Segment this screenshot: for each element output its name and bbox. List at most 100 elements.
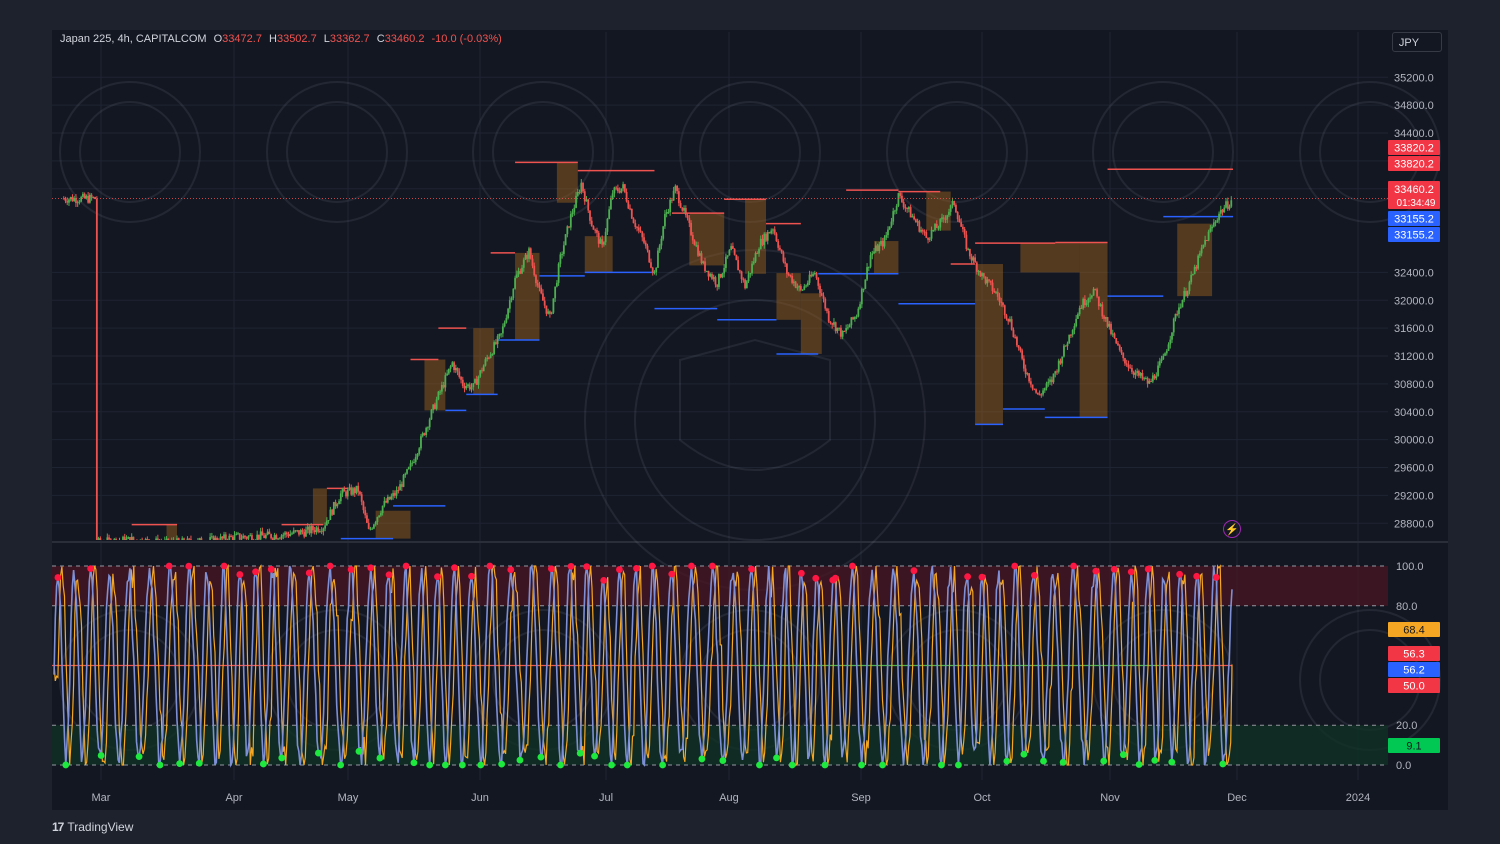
- bear-candle: [270, 534, 273, 539]
- bear-candle: [385, 500, 388, 503]
- bear-candle: [1195, 266, 1198, 269]
- osc-buy-dot: [537, 753, 545, 761]
- bull-candle: [712, 277, 715, 279]
- bull-candle: [428, 419, 431, 428]
- bull-candle: [1026, 373, 1029, 375]
- osc-sell-dot: [468, 572, 475, 580]
- bull-candle: [622, 184, 625, 189]
- bull-candle: [416, 453, 419, 458]
- change-value: -10.0 (-0.03%): [431, 33, 502, 45]
- osc-buy-dot: [821, 761, 829, 769]
- bear-candle: [230, 535, 232, 537]
- bull-candle: [194, 545, 196, 547]
- osc-buy-dot: [1219, 760, 1227, 768]
- bear-candle: [822, 295, 825, 299]
- close-value: 33460.2: [384, 33, 425, 45]
- bear-candle: [982, 273, 985, 277]
- bull-candle: [421, 433, 424, 437]
- bull-candle: [887, 229, 889, 236]
- bear-candle: [1028, 373, 1031, 382]
- bear-candle: [817, 277, 820, 286]
- bear-candle: [716, 284, 719, 287]
- time-axis-tick: Jun: [471, 792, 489, 804]
- bull-candle: [1202, 244, 1205, 248]
- badge-osc-mid: 50.0: [1403, 681, 1424, 693]
- bear-candle: [1094, 288, 1097, 290]
- bear-candle: [780, 249, 783, 253]
- bull-candle: [841, 331, 844, 337]
- zone-box: [1020, 243, 1080, 273]
- bull-candle: [1225, 201, 1227, 208]
- bear-candle: [799, 286, 802, 290]
- osc-sell-dot: [402, 562, 410, 570]
- bull-candle: [655, 267, 658, 273]
- bull-candle: [1071, 330, 1074, 335]
- bear-candle: [876, 245, 879, 252]
- bull-candle: [256, 534, 259, 540]
- bull-candle: [928, 238, 931, 240]
- osc-buy-dot: [314, 749, 322, 757]
- bear-candle: [737, 260, 740, 271]
- bull-candle: [752, 261, 755, 264]
- osc-buy-dot: [176, 760, 184, 768]
- bear-candle: [141, 539, 144, 540]
- zone-box: [800, 293, 822, 354]
- lightning-icon[interactable]: ⚡: [1223, 520, 1241, 538]
- bull-candle: [465, 386, 468, 389]
- bull-candle: [1193, 266, 1196, 275]
- bull-candle: [210, 536, 213, 538]
- bull-candle: [669, 199, 672, 213]
- price-axis-tick: 31600.0: [1394, 323, 1434, 335]
- bull-candle: [1068, 334, 1071, 344]
- tradingview-brand[interactable]: 17 TradingView: [52, 820, 133, 834]
- bear-candle: [303, 532, 306, 537]
- bear-candle: [75, 197, 77, 203]
- bull-candle: [552, 298, 555, 313]
- watermark-big-seal-inner: [634, 299, 876, 541]
- bear-candle: [1003, 305, 1006, 316]
- osc-sell-dot: [1193, 572, 1201, 580]
- bull-candle: [446, 373, 449, 376]
- bull-candle: [1063, 345, 1065, 357]
- bull-candle: [242, 535, 245, 539]
- bear-candle: [1176, 313, 1179, 315]
- osc-axis-tick: 80.0: [1396, 601, 1417, 613]
- bear-candle: [786, 263, 788, 274]
- watermark-shield: [679, 338, 831, 471]
- symbol-label: Japan 225, 4h, CAPITALCOM: [60, 33, 207, 45]
- bull-candle: [1223, 207, 1226, 213]
- bear-candle: [129, 537, 131, 540]
- bear-candle: [271, 538, 274, 540]
- bear-candle: [913, 216, 916, 220]
- bear-candle: [442, 384, 445, 388]
- bull-candle: [1230, 200, 1233, 207]
- bull-candle: [608, 209, 611, 219]
- bull-candle: [610, 198, 612, 210]
- osc-buy-dot: [858, 761, 865, 769]
- bear-candle: [1132, 371, 1135, 375]
- bear-candle: [996, 291, 999, 297]
- bull-candle: [432, 404, 435, 410]
- bull-candle: [664, 213, 666, 227]
- osc-sell-dot: [185, 562, 193, 570]
- bear-candle: [789, 274, 792, 276]
- zone-box: [424, 359, 446, 411]
- bear-candle: [998, 296, 1001, 302]
- bull-candle: [620, 188, 623, 193]
- bull-candle: [332, 501, 335, 515]
- bull-candle: [1148, 381, 1151, 384]
- bear-candle: [533, 265, 536, 276]
- bear-candle: [826, 308, 828, 312]
- bull-candle: [113, 539, 116, 540]
- bear-candle: [582, 182, 584, 192]
- bull-candle: [1009, 319, 1011, 322]
- bull-candle: [674, 185, 677, 191]
- bull-candle: [493, 342, 496, 355]
- bull-candle: [1085, 303, 1088, 306]
- osc-buy-dot: [355, 747, 363, 755]
- bear-candle: [1035, 389, 1037, 393]
- bear-candle: [62, 198, 65, 200]
- currency-button[interactable]: JPY: [1392, 32, 1442, 52]
- bull-candle: [561, 253, 564, 255]
